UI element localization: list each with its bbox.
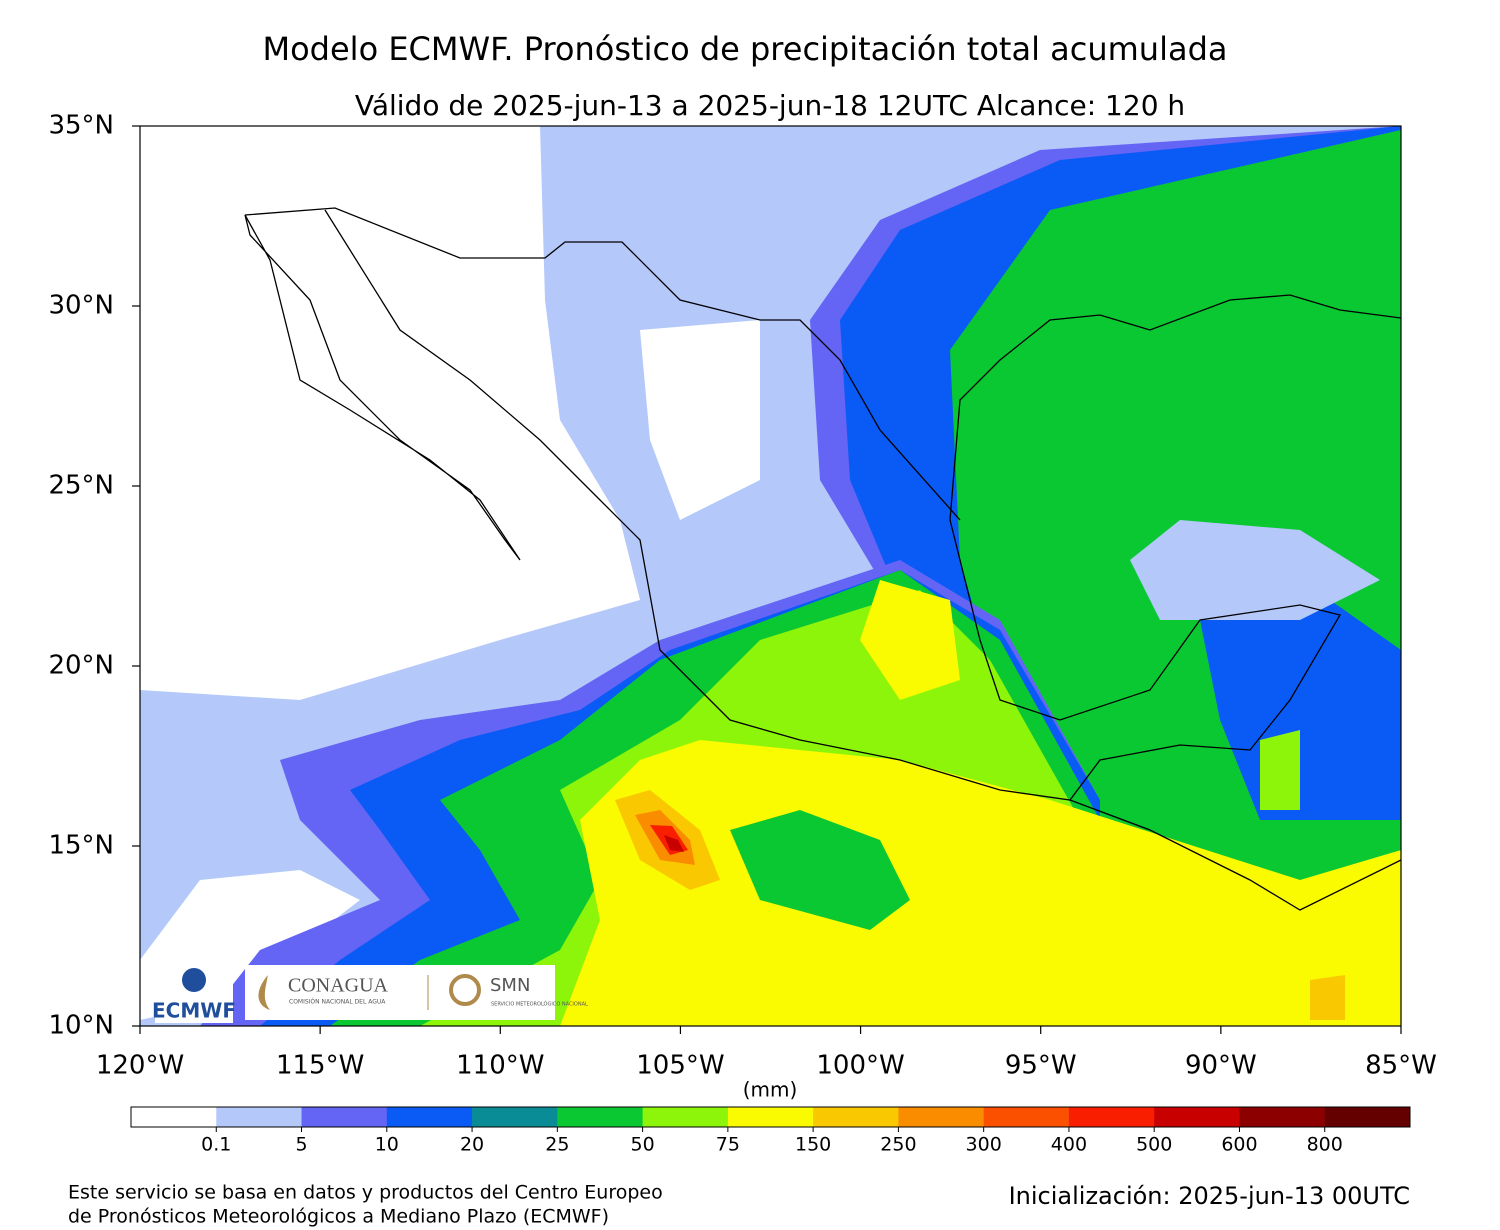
precip-field — [140, 126, 1401, 1026]
x-tick-label: 95°W — [1005, 1051, 1077, 1081]
x-tick-label: 115°W — [276, 1051, 364, 1081]
colorbar-tick-label: 75 — [716, 1134, 740, 1156]
x-tick-label: 110°W — [456, 1051, 544, 1081]
ecmwf-icon — [182, 968, 206, 992]
x-tick-label: 85°W — [1365, 1051, 1437, 1081]
colorbar-swatch — [301, 1107, 388, 1127]
y-tick-label: 25°N — [48, 471, 114, 501]
x-tick-label: 100°W — [816, 1051, 904, 1081]
title: Modelo ECMWF. Pronóstico de precipitació… — [262, 30, 1227, 68]
colorbar-swatch — [1068, 1107, 1155, 1127]
colorbar-label: (mm) — [743, 1078, 798, 1102]
smn-text: SMN — [490, 975, 530, 996]
colorbar-tick-label: 0.1 — [201, 1134, 231, 1156]
x-tick-label: 90°W — [1185, 1051, 1257, 1081]
coastlines — [244, 207, 1401, 911]
colorbar-tick-label: 400 — [1051, 1134, 1087, 1156]
y-tick-label: 15°N — [48, 831, 114, 861]
colorbar-tick-label: 800 — [1307, 1134, 1343, 1156]
x-tick-label: 120°W — [96, 1051, 184, 1081]
colorbar-tick-label: 500 — [1136, 1134, 1172, 1156]
y-tick-label: 30°N — [48, 291, 114, 321]
init-time: Inicialización: 2025-jun-13 00UTC — [1009, 1182, 1410, 1210]
colorbar-swatch — [557, 1107, 644, 1127]
ecmwf-text: ECMWF — [152, 999, 236, 1023]
colorbar-swatch — [131, 1107, 217, 1127]
colorbar-tick-label: 50 — [631, 1134, 655, 1156]
colorbar-swatch — [983, 1107, 1070, 1127]
y-tick-label: 35°N — [48, 111, 114, 141]
colorbar-swatch — [898, 1107, 985, 1127]
colorbar-swatch — [1239, 1107, 1326, 1127]
colorbar-frame — [130, 1106, 1411, 1128]
colorbar-tick-label: 300 — [966, 1134, 1002, 1156]
colorbar-tick-label: 600 — [1221, 1134, 1257, 1156]
colorbar-tick-label: 5 — [295, 1134, 307, 1156]
credit-line: de Pronósticos Meteorológicos a Mediano … — [68, 1206, 609, 1228]
y-tick-label: 10°N — [48, 1011, 114, 1041]
colorbar-tick-label: 10 — [375, 1134, 399, 1156]
x-tick-label: 105°W — [636, 1051, 724, 1081]
credit-line: Este servicio se basa en datos y product… — [68, 1182, 663, 1204]
map-frame — [139, 125, 1402, 1027]
colorbar-swatch — [642, 1107, 729, 1127]
colorbar-tick-label: 150 — [795, 1134, 831, 1156]
conagua-subtext: COMISIÓN NACIONAL DEL AGUA — [289, 999, 386, 1006]
conagua-text: CONAGUA — [288, 975, 389, 997]
colorbar-swatch — [216, 1107, 303, 1127]
colorbar-swatch — [1154, 1107, 1240, 1127]
colorbar-swatch — [727, 1107, 814, 1127]
colorbar-swatch — [472, 1107, 558, 1127]
colorbar-tick-label: 250 — [880, 1134, 916, 1156]
colorbar-tick-label: 20 — [460, 1134, 484, 1156]
logos: ECMWF CONAGUA COMISIÓN NACIONAL DEL AGUA… — [152, 965, 588, 1023]
colorbar-swatch — [386, 1107, 473, 1127]
y-tick-label: 20°N — [48, 651, 114, 681]
colorbar-swatch — [1324, 1107, 1411, 1127]
colorbar-tick-label: 25 — [545, 1134, 569, 1156]
colorbar-swatch — [813, 1107, 899, 1127]
conagua-logo — [245, 965, 555, 1020]
smn-subtext: SERVICIO METEOROLÓGICO NACIONAL — [491, 1001, 588, 1008]
subtitle: Válido de 2025-jun-13 a 2025-jun-18 12UT… — [355, 89, 1185, 122]
